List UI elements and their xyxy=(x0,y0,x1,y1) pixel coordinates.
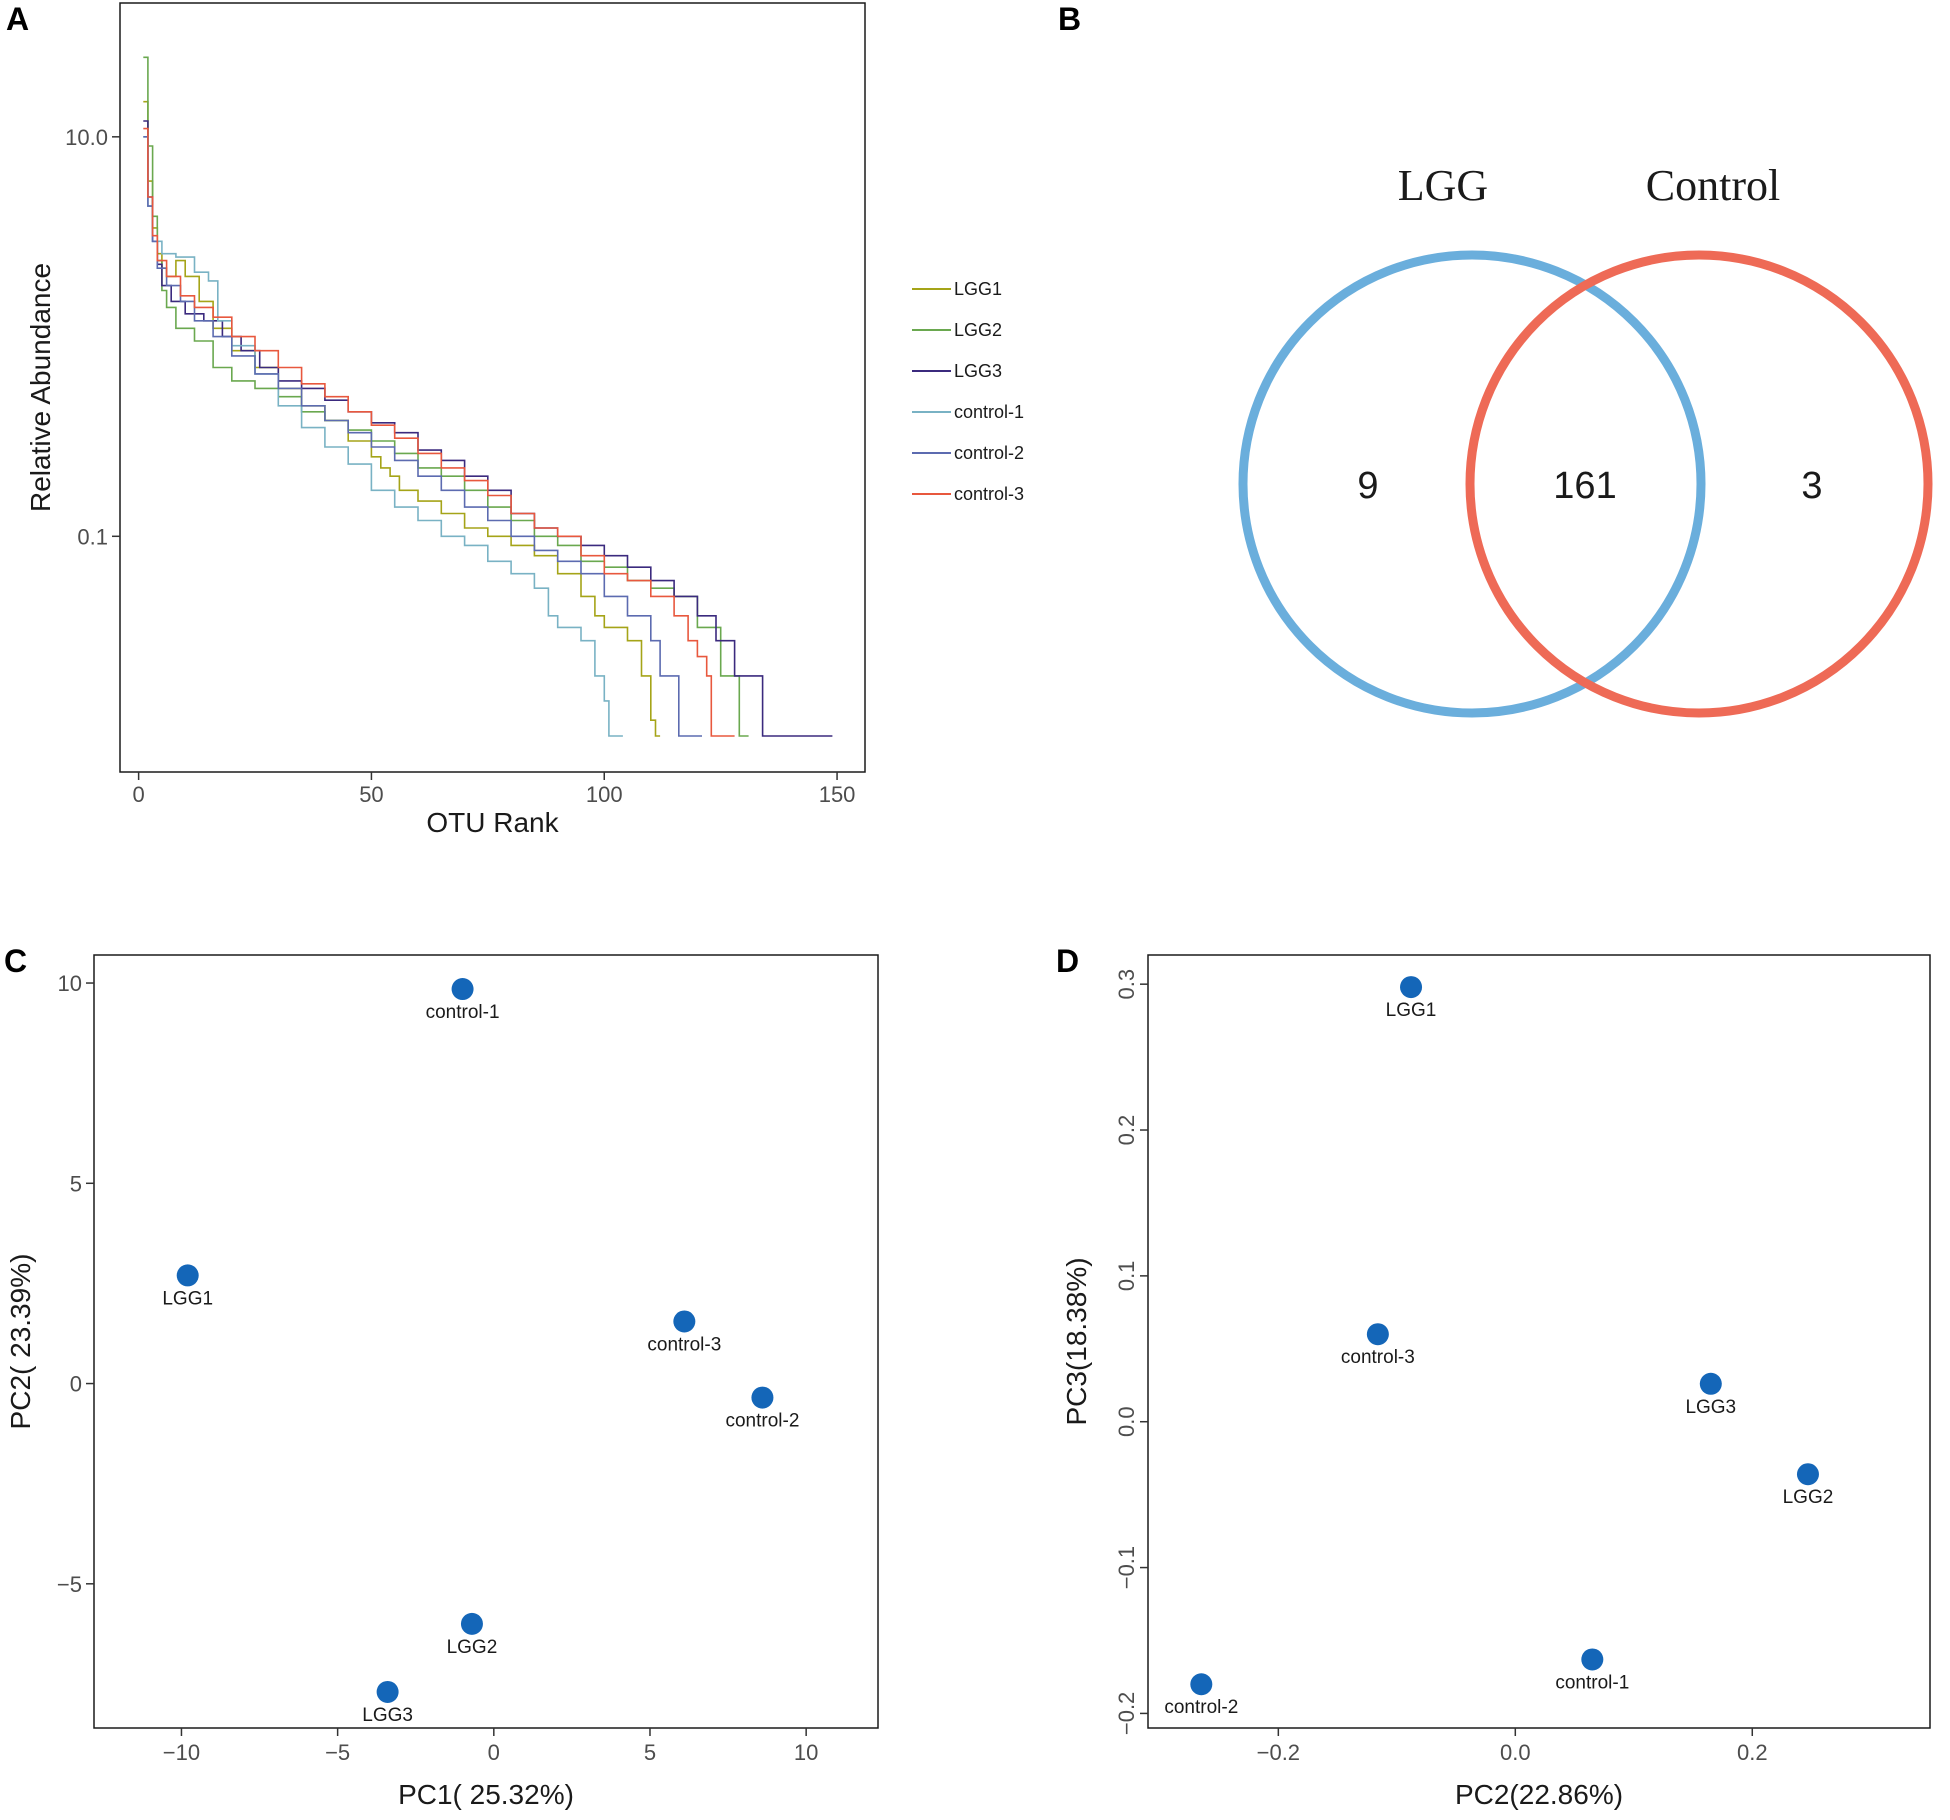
point-control-1 xyxy=(1581,1648,1604,1671)
x-tick-label: 50 xyxy=(359,782,383,807)
point-LGG2 xyxy=(460,1612,483,1635)
x-tick-label: 5 xyxy=(644,1740,656,1765)
point-label-LGG1: LGG1 xyxy=(1386,1000,1437,1021)
legend-label-LGG1: LGG1 xyxy=(954,279,1002,299)
x-tick-label: −0.2 xyxy=(1257,1740,1300,1765)
x-tick-label: 0.2 xyxy=(1737,1740,1768,1765)
y-tick-label: 5 xyxy=(70,1171,82,1196)
y-tick-label: −0.1 xyxy=(1114,1546,1139,1589)
point-control-2 xyxy=(751,1386,774,1409)
point-control-3 xyxy=(1366,1323,1389,1346)
plot-frame xyxy=(93,954,879,1729)
y-tick-label: 0.1 xyxy=(1114,1261,1139,1292)
legend-label-LGG3: LGG3 xyxy=(954,361,1002,381)
point-label-LGG2: LGG2 xyxy=(1783,1487,1834,1508)
series-line-control-3 xyxy=(143,127,735,737)
point-label-control-3: control-3 xyxy=(1341,1347,1415,1368)
venn-diagram: LGG Control 9 161 3 xyxy=(1238,161,1933,718)
panel-letter-d: D xyxy=(1056,943,1079,979)
legend-label-LGG2: LGG2 xyxy=(954,320,1002,340)
y-tick-label: 10 xyxy=(58,971,82,996)
series-line-control-1 xyxy=(143,136,623,737)
point-control-1 xyxy=(451,978,474,1001)
point-control-3 xyxy=(673,1310,696,1333)
venn-set-label-lgg: LGG xyxy=(1398,161,1488,210)
point-label-control-1: control-1 xyxy=(1555,1672,1629,1693)
venn-circle-lgg xyxy=(1238,250,1706,718)
y-tick-label: 0.0 xyxy=(1114,1406,1139,1437)
point-label-control-2: control-2 xyxy=(725,1411,799,1432)
y-tick-label: 0.1 xyxy=(77,524,108,549)
series-line-LGG1 xyxy=(143,100,661,737)
pca-pc1-pc2-chart: −10 −5 0 5 10 10 5 0 −5 PC1( 25.32%) PC2( 23.39%) c… xyxy=(5,954,879,1810)
x-axis-title: OTU Rank xyxy=(426,807,559,838)
point-label-control-1: control-1 xyxy=(426,1002,500,1023)
plot-frame xyxy=(119,2,866,773)
point-label-LGG3: LGG3 xyxy=(362,1705,413,1726)
point-LGG3 xyxy=(1699,1372,1722,1395)
x-axis-title: PC2(22.86%) xyxy=(1455,1779,1623,1810)
pca-pc2-pc3-chart: −0.2 0.0 0.2 0.3 0.2 0.1 0.0 −0.1 −0.2 PC2(22.86%… xyxy=(1061,954,1931,1810)
venn-set-label-control: Control xyxy=(1646,161,1780,210)
point-label-LGG1: LGG1 xyxy=(162,1288,213,1309)
panel-letter-a: A xyxy=(6,1,29,37)
y-axis-title: Relative Abundance xyxy=(25,263,56,512)
rank-abundance-chart: 0 50 100 150 10.0 0.1 OTU Rank Relative Abundan… xyxy=(25,2,1024,838)
x-tick-label: 150 xyxy=(819,782,856,807)
y-tick-label: 0.2 xyxy=(1114,1115,1139,1146)
point-LGG2 xyxy=(1796,1463,1819,1486)
point-label-control-3: control-3 xyxy=(647,1334,721,1355)
y-tick-label: −5 xyxy=(57,1572,82,1597)
venn-count-shared: 161 xyxy=(1553,465,1616,507)
legend-label-control-2: control-2 xyxy=(954,443,1024,463)
y-tick-label: 0.3 xyxy=(1114,969,1139,1000)
venn-count-control-only: 3 xyxy=(1801,465,1822,507)
legend-label-control-3: control-3 xyxy=(954,484,1024,504)
y-axis-title: PC2( 23.39%) xyxy=(5,1254,36,1430)
plot-frame xyxy=(1147,954,1931,1729)
x-tick-label: 0 xyxy=(133,782,145,807)
point-LGG1 xyxy=(176,1264,199,1287)
x-tick-label: 0 xyxy=(488,1740,500,1765)
x-tick-label: 10 xyxy=(794,1740,818,1765)
y-axis-title: PC3(18.38%) xyxy=(1061,1257,1092,1425)
x-axis-title: PC1( 25.32%) xyxy=(398,1779,574,1810)
x-tick-label: 100 xyxy=(586,782,623,807)
point-LGG1 xyxy=(1400,976,1423,999)
point-control-2 xyxy=(1190,1673,1213,1696)
y-tick-label: 0 xyxy=(70,1372,82,1397)
venn-circle-control xyxy=(1465,250,1933,718)
point-label-control-2: control-2 xyxy=(1164,1697,1238,1718)
point-label-LGG3: LGG3 xyxy=(1685,1397,1736,1418)
point-LGG3 xyxy=(376,1680,399,1703)
x-tick-label: −5 xyxy=(325,1740,350,1765)
venn-count-lgg-only: 9 xyxy=(1357,465,1378,507)
y-tick-label: 10.0 xyxy=(65,125,108,150)
legend-label-control-1: control-1 xyxy=(954,402,1024,422)
point-label-LGG2: LGG2 xyxy=(447,1637,498,1658)
x-tick-label: −10 xyxy=(163,1740,200,1765)
panel-letter-c: C xyxy=(4,943,27,979)
x-tick-label: 0.0 xyxy=(1500,1740,1531,1765)
panel-letter-b: B xyxy=(1058,1,1081,37)
y-tick-label: −0.2 xyxy=(1114,1692,1139,1735)
